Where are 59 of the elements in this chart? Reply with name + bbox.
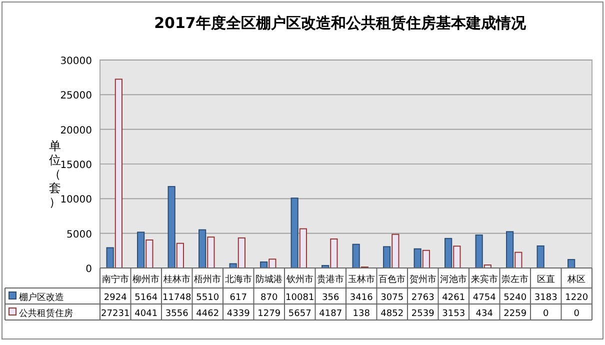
legend-label: 棚户区改造: [19, 292, 64, 303]
x-tick-label: 玉林市: [348, 274, 375, 285]
x-tick-label: 林区: [566, 274, 586, 285]
data-label: 3416: [350, 293, 374, 303]
data-label: 138: [352, 309, 370, 319]
x-tick-label: 梧州市: [193, 274, 222, 285]
data-label: 2539: [411, 309, 435, 319]
chart-title: 2017年度全区棚户区改造和公共租赁住房基本建成情况: [154, 14, 527, 32]
data-label: 1220: [565, 293, 588, 303]
data-label: 870: [260, 293, 278, 303]
data-label: 4187: [319, 309, 342, 319]
data-label: 10081: [286, 293, 314, 303]
y-tick-label: 5000: [66, 229, 92, 240]
y-tick-label: 25000: [60, 90, 92, 102]
data-label: 617: [230, 293, 247, 303]
data-label: 3183: [534, 293, 558, 303]
x-tick-label: 崇左市: [502, 274, 529, 285]
y-tick-label: 15000: [60, 160, 92, 171]
data-label: 4462: [196, 309, 220, 319]
data-label: 5657: [288, 309, 312, 319]
x-tick-label: 贺州市: [409, 274, 436, 285]
data-label: 27231: [101, 309, 130, 319]
x-tick-label: 桂林市: [162, 274, 190, 285]
x-tick-label: 南宁市: [102, 274, 129, 285]
data-label: 5164: [134, 293, 158, 303]
legend-label: 公共租赁住房: [19, 308, 73, 319]
data-label: 4852: [380, 309, 404, 319]
data-label: 3556: [165, 309, 189, 319]
data-label: 4339: [226, 309, 250, 319]
data-label: 5240: [504, 293, 527, 303]
data-label: 2259: [504, 309, 527, 319]
y-tick-label: 30000: [60, 56, 92, 67]
x-tick-label: 柳州市: [132, 274, 160, 285]
data-label: 2924: [104, 293, 128, 303]
x-tick-label: 防城港: [256, 274, 283, 285]
data-label: 356: [322, 293, 340, 303]
x-tick-label: 百色市: [378, 274, 406, 285]
data-label: 2763: [411, 293, 434, 303]
y-tick-label: 10000: [60, 194, 92, 206]
data-label: 3153: [442, 309, 466, 319]
x-tick-label: 河池市: [440, 274, 468, 285]
x-tick-label: 贵港市: [317, 274, 344, 285]
data-label: 4041: [134, 309, 158, 319]
y-tick-label: 0: [86, 264, 92, 275]
y-tick-label: 20000: [60, 125, 92, 136]
x-tick-label: 区直: [536, 274, 555, 285]
data-label: 0: [543, 309, 550, 319]
x-tick-label: 北海市: [224, 274, 252, 285]
data-label: 11748: [162, 293, 192, 303]
x-tick-label: 来宾市: [470, 274, 498, 285]
data-label: 3075: [380, 293, 404, 303]
data-label: 434: [476, 309, 494, 319]
data-label: 4261: [442, 293, 466, 303]
data-label: 5510: [196, 293, 220, 303]
x-tick-label: 钦州市: [285, 274, 314, 285]
data-label: 1279: [258, 309, 281, 319]
y-axis-title: 单位（套）: [49, 139, 61, 209]
data-label: 0: [574, 309, 580, 319]
data-label: 4754: [472, 293, 496, 303]
